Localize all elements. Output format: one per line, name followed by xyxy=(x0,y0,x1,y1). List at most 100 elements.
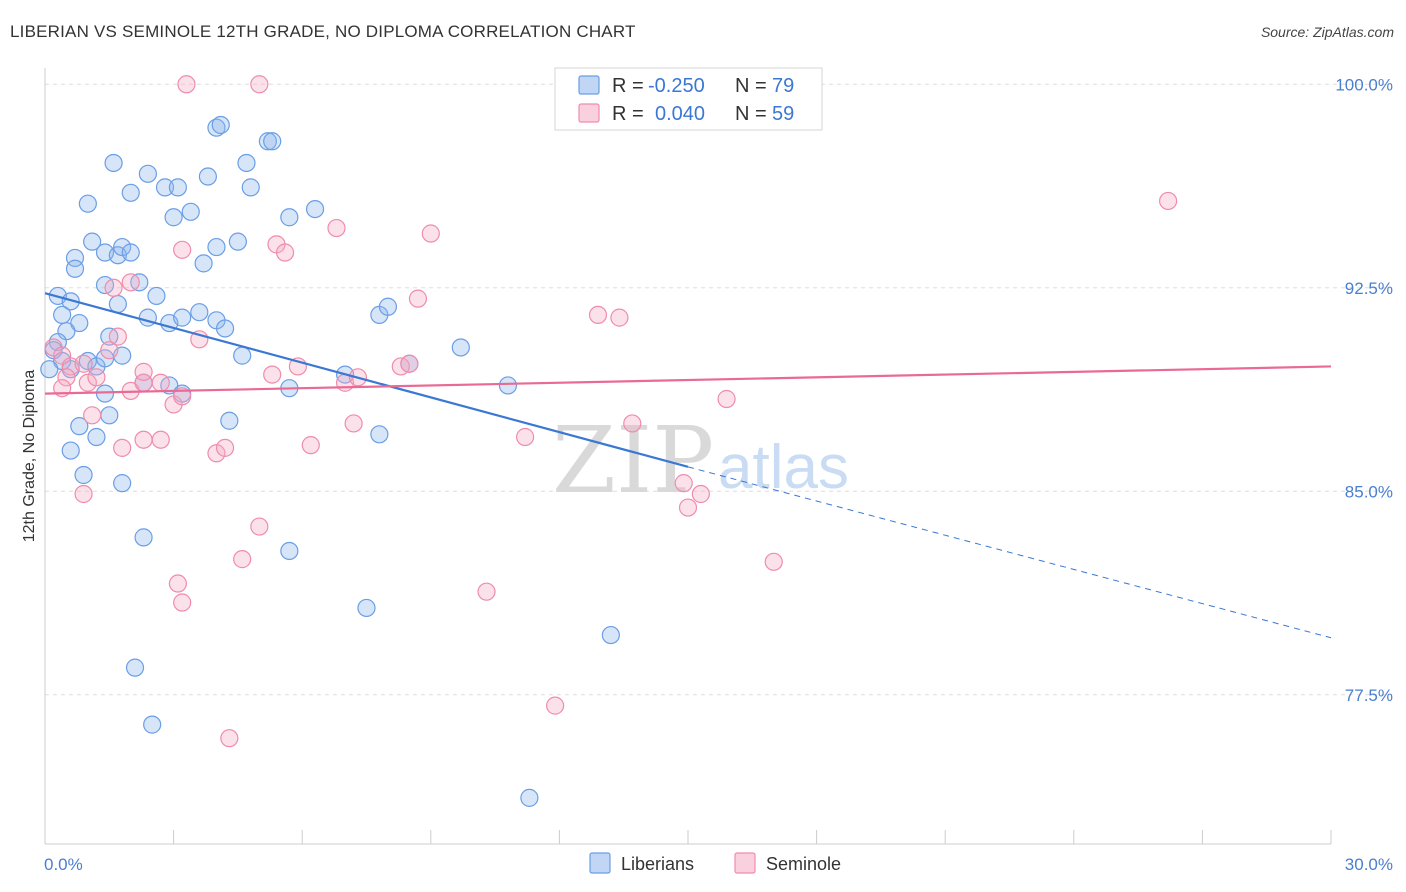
chart-title: LIBERIAN VS SEMINOLE 12TH GRADE, NO DIPL… xyxy=(10,22,636,41)
liberians-point xyxy=(53,305,72,325)
liberians-n-label: N = xyxy=(735,75,767,97)
seminole-legend-swatch xyxy=(578,103,600,123)
liberians-point xyxy=(70,313,89,333)
liberians-trend-extension xyxy=(687,466,1332,639)
liberians-point xyxy=(113,237,132,257)
series-legend: Liberians Seminole xyxy=(589,852,841,874)
liberians-point xyxy=(100,406,119,425)
liberians-point xyxy=(70,417,89,436)
liberians-point xyxy=(134,528,153,547)
seminole-point xyxy=(83,406,102,425)
liberians-point xyxy=(220,411,239,430)
seminole-point xyxy=(173,387,192,406)
legend-label-seminole: Seminole xyxy=(766,854,841,874)
seminole-point xyxy=(173,240,192,259)
liberians-point xyxy=(233,346,252,365)
liberians-point xyxy=(215,319,235,338)
seminole-point xyxy=(113,438,132,457)
liberians-point xyxy=(211,115,230,135)
liberians-point xyxy=(198,167,217,186)
watermark: ZIP atlas xyxy=(552,407,849,514)
x-tick-label: 0.0% xyxy=(44,855,83,874)
liberians-point xyxy=(121,243,140,262)
seminole-point xyxy=(74,484,93,504)
seminole-point xyxy=(233,550,252,569)
liberians-point xyxy=(207,237,226,257)
liberians-point xyxy=(74,465,93,485)
seminole-point xyxy=(121,273,140,292)
liberians-point xyxy=(370,425,389,444)
seminole-point xyxy=(168,574,187,593)
liberians-point xyxy=(305,199,325,219)
liberians-legend-swatch xyxy=(578,75,600,95)
liberians-point xyxy=(237,153,256,173)
liberians-point xyxy=(498,376,518,395)
seminole-point xyxy=(78,373,97,392)
seminole-point xyxy=(408,289,428,308)
liberians-n-value: 79 xyxy=(772,75,794,97)
seminole-point xyxy=(477,582,496,601)
watermark-atlas: atlas xyxy=(718,433,849,502)
liberians-point xyxy=(121,183,140,202)
seminole-point xyxy=(250,75,269,94)
liberians-point xyxy=(113,474,132,493)
seminole-point xyxy=(344,414,363,433)
y-tick-label: 100.0% xyxy=(1335,75,1393,94)
seminole-point xyxy=(151,430,170,449)
seminole-point xyxy=(623,414,642,433)
seminole-point xyxy=(301,436,320,455)
seminole-point xyxy=(764,552,783,571)
liberians-point xyxy=(280,541,299,561)
seminole-r-value: 0.040 xyxy=(655,103,705,125)
seminole-r-label: R = xyxy=(612,103,644,125)
watermark-zip: ZIP xyxy=(552,407,714,514)
chart-source: Source: ZipAtlas.com xyxy=(1260,24,1394,40)
liberians-point xyxy=(241,178,260,197)
liberians-point xyxy=(181,202,200,221)
liberians-point xyxy=(40,360,59,379)
axes xyxy=(44,68,1332,845)
liberians-point xyxy=(173,308,192,327)
liberians-point xyxy=(138,164,157,183)
liberians-point xyxy=(83,232,102,251)
liberians-point xyxy=(61,441,80,460)
liberians-r-value: -0.250 xyxy=(648,75,705,97)
seminole-point xyxy=(717,389,736,409)
seminole-point xyxy=(134,430,153,449)
seminole-point xyxy=(263,365,282,384)
x-tick-label: 30.0% xyxy=(1345,855,1393,874)
seminole-point xyxy=(678,498,698,517)
seminole-point xyxy=(275,243,295,262)
seminole-point xyxy=(546,696,565,715)
seminole-trend-line xyxy=(44,365,1332,395)
seminole-point xyxy=(610,308,629,327)
seminole-point xyxy=(1159,191,1178,211)
liberians-point xyxy=(65,259,85,278)
seminole-point xyxy=(250,517,269,536)
trend-lines xyxy=(44,292,1332,639)
liberians-point xyxy=(258,132,278,151)
liberians-point xyxy=(155,178,175,197)
liberians-point xyxy=(520,788,539,807)
liberians-point xyxy=(65,248,85,268)
y-tick-label: 85.0% xyxy=(1345,482,1393,501)
liberians-point xyxy=(95,384,115,403)
liberians-point xyxy=(78,194,97,213)
legend-swatch-seminole xyxy=(734,852,756,874)
seminole-point xyxy=(100,341,119,360)
liberians-point xyxy=(108,294,127,314)
seminole-point xyxy=(421,224,440,243)
seminole-point xyxy=(104,278,123,297)
seminole-n-label: N = xyxy=(735,103,767,125)
liberians-point xyxy=(263,132,282,151)
liberians-trend-line xyxy=(44,292,689,468)
liberians-point xyxy=(87,427,106,447)
seminole-point xyxy=(327,218,346,238)
liberians-point xyxy=(228,232,247,251)
y-tick-label: 92.5% xyxy=(1345,279,1393,298)
liberians-point xyxy=(357,598,376,618)
liberians-r-label: R = xyxy=(612,75,644,97)
liberians-point xyxy=(164,208,183,227)
seminole-point xyxy=(57,368,76,387)
